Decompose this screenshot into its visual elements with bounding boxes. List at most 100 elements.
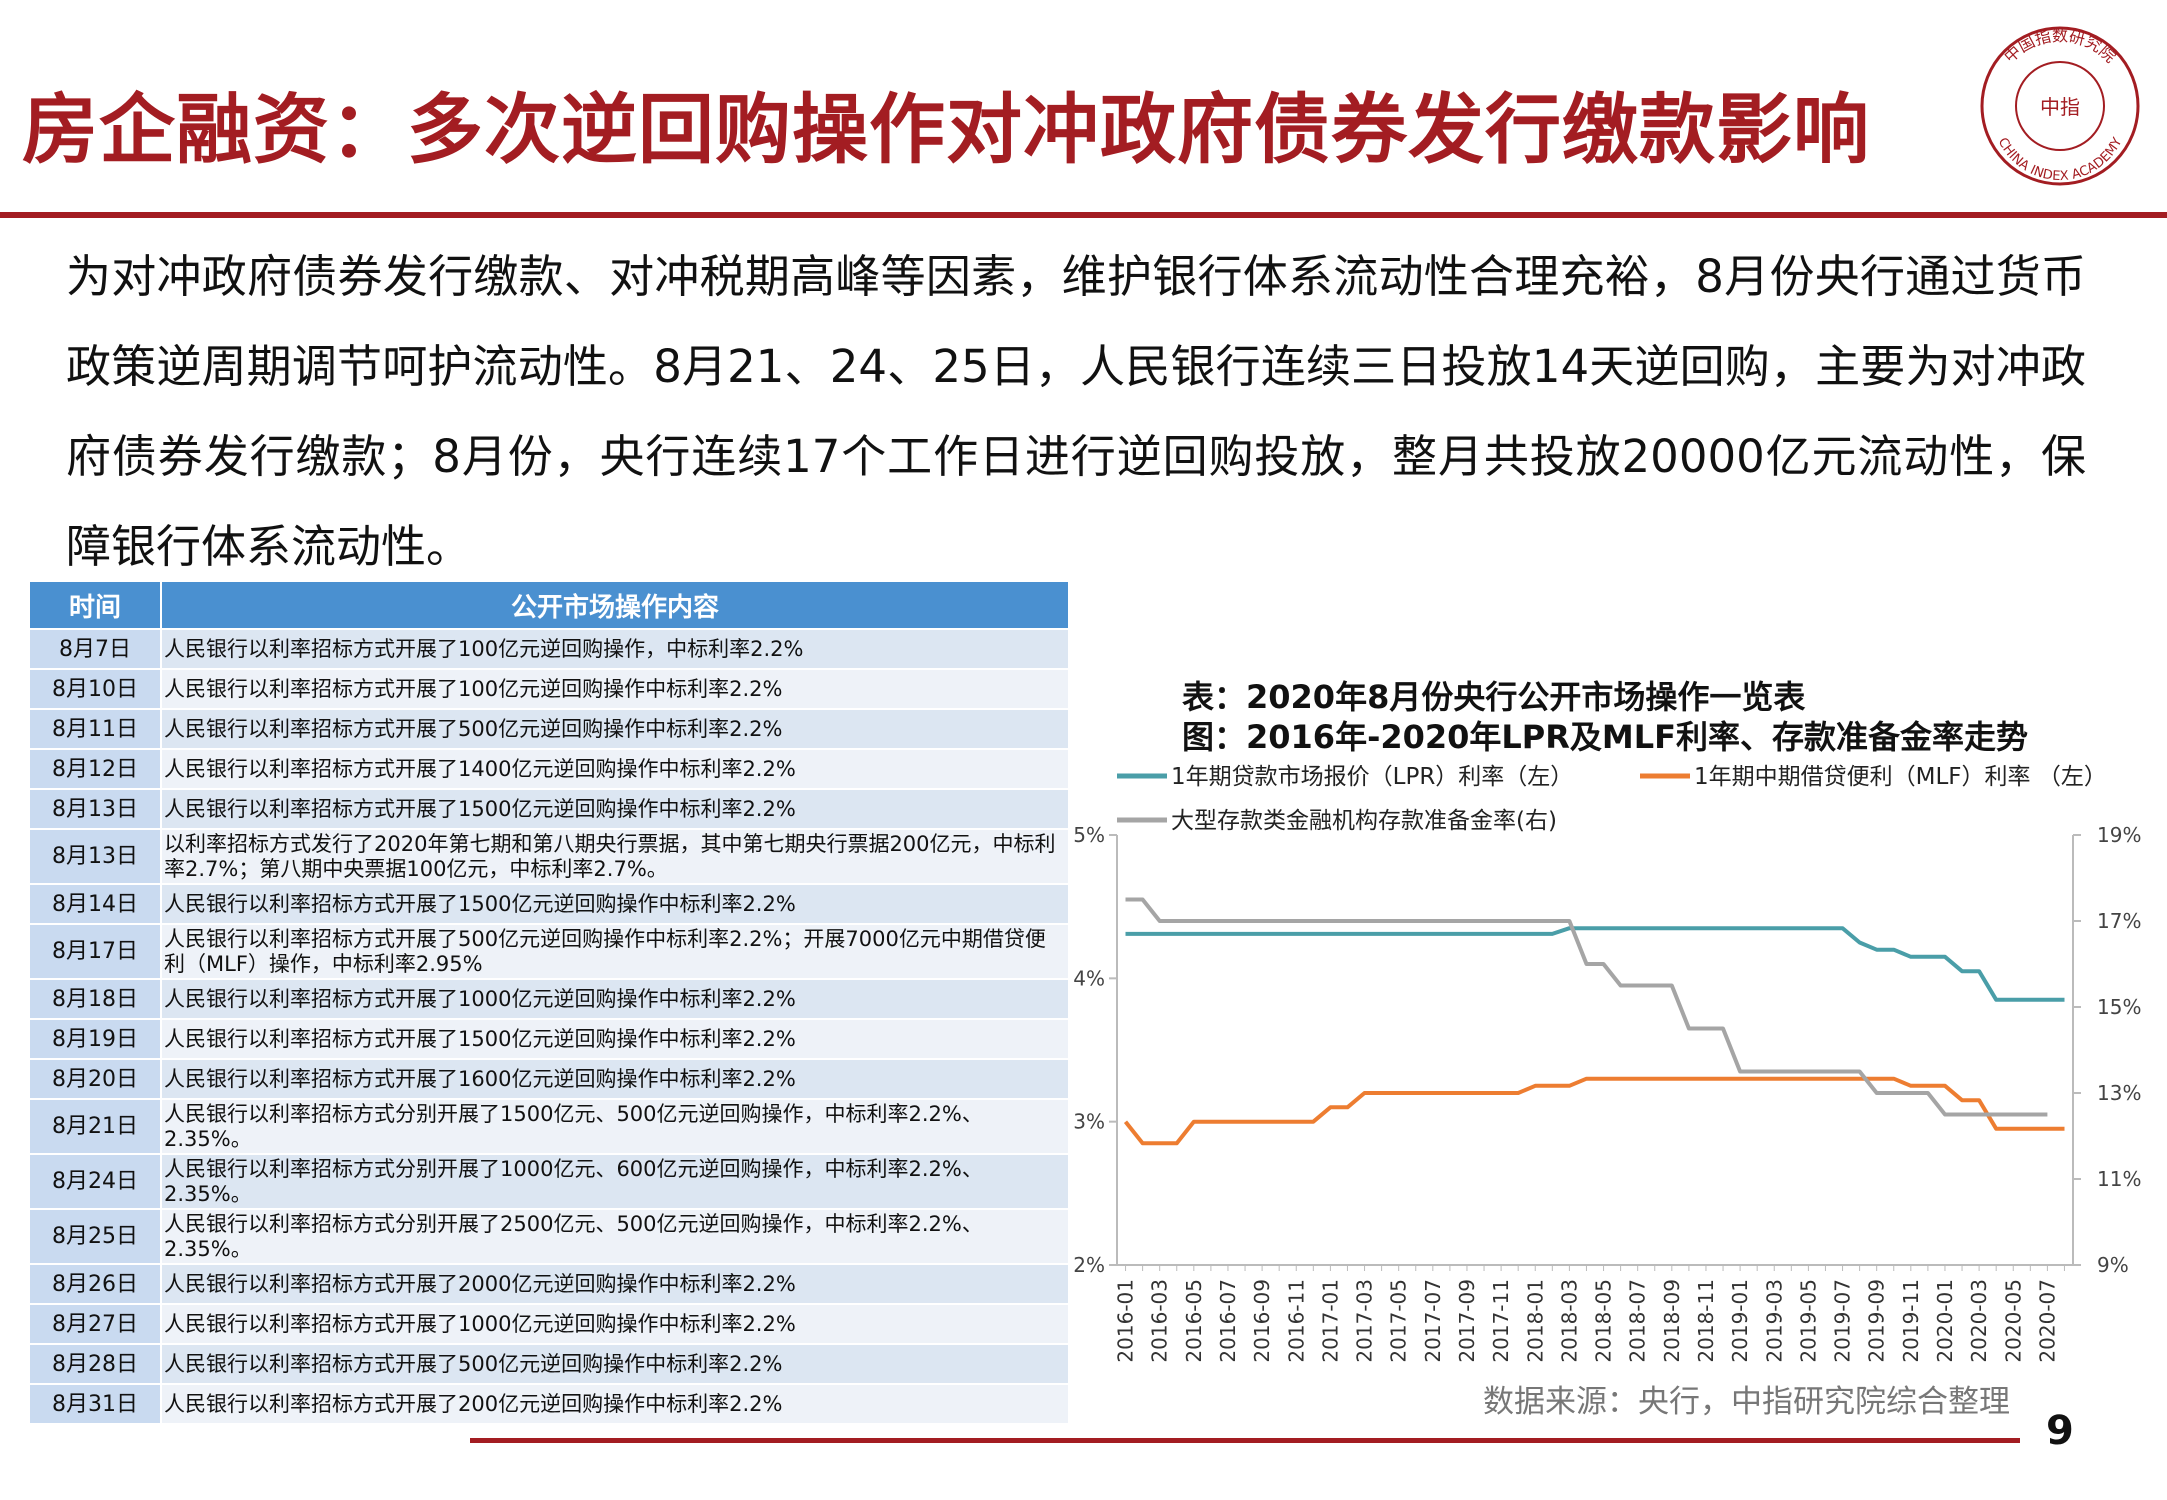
date-cell: 8月11日: [28, 708, 162, 750]
table-row: 8月24日 人民银行以利率招标方式分别开展了1000亿元、600亿元逆回购操作，中…: [28, 1153, 1070, 1210]
x-tick-label: 2016-07: [1216, 1279, 1240, 1363]
date-cell: 8月31日: [28, 1383, 162, 1425]
content-cell: 人民银行以利率招标方式分别开展了2500亿元、500亿元逆回购操作，中标利率2.…: [160, 1208, 1070, 1265]
x-tick-label: 2020-03: [1967, 1279, 1991, 1363]
logo-text: CHINA INDEX ACADEMY: [1995, 135, 2126, 184]
x-tick-label: 2017-05: [1387, 1279, 1411, 1363]
table-row: 8月28日 人民银行以利率招标方式开展了500亿元逆回购操作中标利率2.2%: [28, 1343, 1070, 1385]
x-tick-label: 2020-05: [2001, 1279, 2025, 1363]
date-cell: 8月24日: [28, 1153, 162, 1210]
slide-title: 房企融资：多次逆回购操作对冲政府债券发行缴款影响: [22, 85, 1870, 174]
table-row: 8月21日 人民银行以利率招标方式分别开展了1500亿元、500亿元逆回购操作，中…: [28, 1098, 1070, 1155]
x-tick-label: 2018-07: [1626, 1279, 1650, 1363]
content-cell: 人民银行以利率招标方式分别开展了1000亿元、600亿元逆回购操作，中标利率2.…: [160, 1153, 1070, 1210]
table-row: 8月31日 人民银行以利率招标方式开展了200亿元逆回购操作中标利率2.2%: [28, 1383, 1070, 1425]
x-tick-label: 2018-11: [1694, 1279, 1718, 1363]
date-cell: 8月13日: [28, 788, 162, 830]
date-cell: 8月10日: [28, 668, 162, 710]
x-tick-label: 2019-03: [1762, 1279, 1786, 1363]
x-tick-label: 2017-03: [1353, 1279, 1377, 1363]
content-cell: 人民银行以利率招标方式开展了1500亿元逆回购操作中标利率2.2%: [160, 1018, 1070, 1060]
x-tick-label: 2016-05: [1182, 1279, 1206, 1363]
table-row: 8月20日 人民银行以利率招标方式开展了1600亿元逆回购操作中标利率2.2%: [28, 1058, 1070, 1100]
table-header: 公开市场操作内容: [160, 580, 1070, 630]
date-cell: 8月14日: [28, 883, 162, 925]
content-cell: 人民银行以利率招标方式开展了1400亿元逆回购操作中标利率2.2%: [160, 748, 1070, 790]
x-tick-label: 2019-01: [1728, 1279, 1752, 1363]
x-tick-label: 2020-01: [1933, 1279, 1957, 1363]
source-note: 数据来源：央行，中指研究院综合整理: [1483, 1384, 2010, 1420]
content-cell: 人民银行以利率招标方式开展了500亿元逆回购操作中标利率2.2%: [160, 1343, 1070, 1385]
date-cell: 8月17日: [28, 923, 162, 980]
logo-center: 中指: [2040, 95, 2080, 119]
date-cell: 8月27日: [28, 1303, 162, 1345]
date-cell: 8月25日: [28, 1208, 162, 1265]
logo-inner: [2015, 61, 2105, 151]
table-row: 8月19日 人民银行以利率招标方式开展了1500亿元逆回购操作中标利率2.2%: [28, 1018, 1070, 1060]
x-tick-label: 2019-09: [1865, 1279, 1889, 1363]
y2-tick-label: 11%: [2097, 1167, 2141, 1191]
y2-tick-label: 17%: [2097, 909, 2141, 933]
x-tick-label: 2018-09: [1660, 1279, 1684, 1363]
legend-label: 大型存款类金融机构存款准备金率(右): [1171, 808, 1557, 834]
content-cell: 人民银行以利率招标方式开展了500亿元逆回购操作中标利率2.2%；开展7000亿…: [160, 923, 1070, 980]
date-cell: 8月28日: [28, 1343, 162, 1385]
y2-tick-label: 13%: [2097, 1081, 2141, 1105]
x-tick-label: 2017-01: [1318, 1279, 1342, 1363]
date-cell: 8月13日: [28, 828, 162, 885]
y2-tick-label: 15%: [2097, 995, 2141, 1019]
y-tick-label: 4%: [1073, 966, 1105, 990]
paragraph: 为对冲政府债券发行缴款、对冲税期高峰等因素，维护银行体系流动性合理充裕，8月份央…: [66, 250, 2086, 573]
chart-subtitle: 图：2016年-2020年LPR及MLF利率、存款准备金率走势: [1182, 718, 2028, 756]
date-cell: 8月19日: [28, 1018, 162, 1060]
table-header: 时间: [28, 580, 162, 630]
y2-tick-label: 9%: [2097, 1253, 2129, 1277]
date-cell: 8月18日: [28, 978, 162, 1020]
table-row: 8月26日 人民银行以利率招标方式开展了2000亿元逆回购操作中标利率2.2%: [28, 1263, 1070, 1305]
series-line: [1125, 926, 2065, 1002]
logo-text: CHINA INDEX ACADEMY: [1995, 135, 2126, 184]
date-cell: 8月7日: [28, 628, 162, 670]
content-cell: 人民银行以利率招标方式开展了100亿元逆回购操作，中标利率2.2%: [160, 628, 1070, 670]
series-line: [1125, 897, 2048, 1117]
x-tick-label: 2016-09: [1250, 1279, 1274, 1363]
content-cell: 人民银行以利率招标方式开展了2000亿元逆回购操作中标利率2.2%: [160, 1263, 1070, 1305]
y-tick-label: 3%: [1073, 1110, 1105, 1134]
logo-ring: [1980, 26, 2140, 186]
x-tick-label: 2018-01: [1523, 1279, 1547, 1363]
content-cell: 人民银行以利率招标方式开展了1600亿元逆回购操作中标利率2.2%: [160, 1058, 1070, 1100]
legend-label: 1年期贷款市场报价（LPR）利率（左）: [1171, 764, 1573, 790]
date-cell: 8月20日: [28, 1058, 162, 1100]
logo-text: 中国指数研究院: [2000, 26, 2120, 66]
x-tick-label: 2017-11: [1489, 1279, 1513, 1363]
content-cell: 人民银行以利率招标方式开展了1500亿元逆回购操作中标利率2.2%: [160, 788, 1070, 830]
operations-table: 时间 公开市场操作内容 8月7日 人民银行以利率招标方式开展了100亿元逆回购操作，…: [28, 580, 1070, 1425]
table-row: 8月7日 人民银行以利率招标方式开展了100亿元逆回购操作，中标利率2.2%: [28, 628, 1070, 670]
title-rule: [0, 212, 2167, 218]
table-row: 8月13日 以利率招标方式发行了2020年第七期和第八期央行票据，其中第七期央行票…: [28, 828, 1070, 885]
y-tick-label: 5%: [1073, 823, 1105, 847]
x-tick-label: 2019-11: [1899, 1279, 1923, 1363]
chart-title: 表：2020年8月份央行公开市场操作一览表: [1182, 678, 1805, 716]
date-cell: 8月12日: [28, 748, 162, 790]
content-cell: 人民银行以利率招标方式开展了1000亿元逆回购操作中标利率2.2%: [160, 1303, 1070, 1345]
date-cell: 8月21日: [28, 1098, 162, 1155]
y2-tick-label: 19%: [2097, 823, 2141, 847]
table-row: 8月25日 人民银行以利率招标方式分别开展了2500亿元、500亿元逆回购操作，中…: [28, 1208, 1070, 1265]
x-tick-label: 2017-07: [1421, 1279, 1445, 1363]
x-tick-label: 2019-05: [1796, 1279, 1820, 1363]
x-tick-label: 2019-07: [1831, 1279, 1855, 1363]
content-cell: 人民银行以利率招标方式开展了1000亿元逆回购操作中标利率2.2%: [160, 978, 1070, 1020]
x-tick-label: 2020-07: [2035, 1279, 2059, 1363]
logo-text: 中国指数研究院: [2000, 26, 2120, 66]
table-row: 8月11日 人民银行以利率招标方式开展了500亿元逆回购操作中标利率2.2%: [28, 708, 1070, 750]
content-cell: 人民银行以利率招标方式开展了500亿元逆回购操作中标利率2.2%: [160, 708, 1070, 750]
table-row: 8月10日 人民银行以利率招标方式开展了100亿元逆回购操作中标利率2.2%: [28, 668, 1070, 710]
content-cell: 人民银行以利率招标方式开展了100亿元逆回购操作中标利率2.2%: [160, 668, 1070, 710]
y-tick-label: 2%: [1073, 1253, 1105, 1277]
table-row: 8月13日 人民银行以利率招标方式开展了1500亿元逆回购操作中标利率2.2%: [28, 788, 1070, 830]
x-tick-label: 2016-01: [1114, 1279, 1138, 1363]
content-cell: 人民银行以利率招标方式开展了200亿元逆回购操作中标利率2.2%: [160, 1383, 1070, 1425]
